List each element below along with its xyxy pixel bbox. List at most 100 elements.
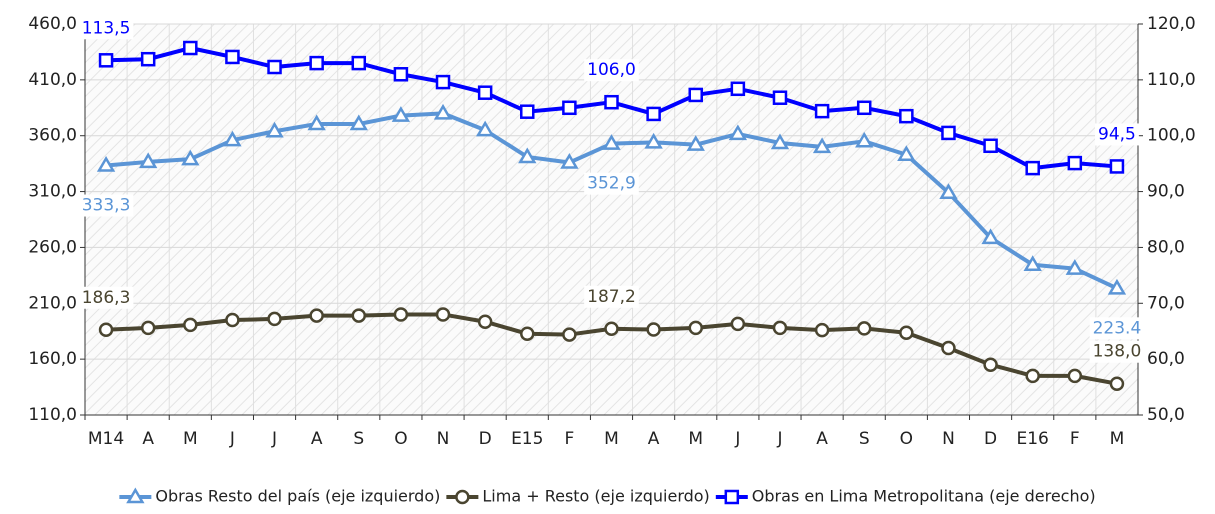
point-marker <box>1107 278 1127 295</box>
point-marker <box>983 357 998 372</box>
x-tick-label: A <box>142 429 154 449</box>
point-marker <box>686 135 705 151</box>
data-label: 187,2 <box>587 287 636 307</box>
x-tick-label: N <box>437 429 450 449</box>
x-tick-label: E16 <box>1017 429 1049 449</box>
legend-label: Obras en Lima Metropolitana (eje derecho… <box>752 487 1096 506</box>
x-tick-label: J <box>734 429 740 449</box>
point-marker <box>939 183 958 199</box>
data-label: 223.4 <box>1093 318 1142 338</box>
y-tick-label: 310,0 <box>28 182 77 202</box>
data-label-bg <box>1089 317 1145 340</box>
data-label-bg <box>1095 123 1139 146</box>
point-marker <box>139 152 158 169</box>
point-marker <box>1067 155 1083 171</box>
data-label-bg <box>78 17 134 40</box>
point-marker <box>433 103 453 120</box>
point-marker <box>475 120 495 137</box>
point-marker <box>728 124 748 141</box>
point-marker <box>181 149 200 166</box>
point-marker <box>1025 368 1040 384</box>
point-marker <box>349 114 368 131</box>
x-tick-label: F <box>564 429 574 449</box>
point-marker <box>518 147 537 164</box>
data-label-bg <box>584 59 639 82</box>
point-marker <box>1025 160 1040 176</box>
y2-tick-label: 50,0 <box>1147 405 1185 425</box>
x-tick-label: E15 <box>511 429 543 449</box>
x-tick-label: M <box>1110 429 1125 449</box>
point-marker <box>772 90 788 105</box>
x-tick-label: A <box>648 429 660 449</box>
point-marker <box>688 320 703 336</box>
point-marker <box>183 40 198 56</box>
legend-marker <box>724 489 740 505</box>
legend-label: Lima + Resto (eje izquierdo) <box>482 487 709 506</box>
x-tick-label: J <box>229 429 235 449</box>
y-tick-label: 110,0 <box>28 405 77 425</box>
legend-item: Lima + Resto (eje izquierdo) <box>446 487 710 506</box>
legend-item: Obras en Lima Metropolitana (eje derecho… <box>715 487 1096 506</box>
point-marker <box>477 314 493 329</box>
point-marker <box>1065 259 1084 275</box>
point-marker <box>1067 368 1083 384</box>
y2-tick-label: 100,0 <box>1147 126 1196 146</box>
data-label: 186,3 <box>82 288 131 308</box>
x-tick-label: F <box>1070 429 1080 449</box>
data-label-bg <box>584 172 639 195</box>
point-marker <box>98 322 114 338</box>
x-tick-label: A <box>816 429 828 449</box>
data-label-bg <box>78 286 134 309</box>
data-label-bg <box>584 285 639 308</box>
point-marker <box>899 325 914 341</box>
x-tick-label: J <box>776 429 782 449</box>
point-marker <box>856 321 872 336</box>
y2-tick-label: 120,0 <box>1147 14 1196 34</box>
point-marker <box>520 104 535 119</box>
point-marker <box>267 59 282 75</box>
point-marker <box>309 55 324 71</box>
y-tick-label: 260,0 <box>28 237 77 257</box>
y2-tick-label: 90,0 <box>1147 182 1185 202</box>
point-marker <box>225 312 240 328</box>
data-label: 94,5 <box>1098 124 1136 144</box>
x-tick-label: M <box>604 429 619 449</box>
point-marker <box>644 132 663 149</box>
x-tick-label: O <box>900 429 913 449</box>
point-marker <box>812 137 832 154</box>
point-marker <box>983 138 998 154</box>
data-label: 138,0 <box>1093 342 1142 362</box>
point-marker <box>435 307 451 322</box>
y2-tick-label: 60,0 <box>1147 349 1185 369</box>
point-marker <box>730 81 746 97</box>
x-tick-label: S <box>859 429 870 449</box>
point-marker <box>604 94 619 110</box>
data-label-bg <box>78 194 134 217</box>
x-tick-label: M <box>688 429 703 449</box>
point-marker <box>267 311 282 327</box>
data-label-bg <box>1089 340 1145 363</box>
x-tick-label: N <box>942 429 955 449</box>
y-tick-label: 210,0 <box>28 293 77 313</box>
y-tick-label: 360,0 <box>28 126 77 146</box>
x-tick-label: M <box>183 429 198 449</box>
data-label: 352,9 <box>587 174 636 194</box>
point-marker <box>309 308 324 323</box>
x-tick-label: D <box>984 429 997 449</box>
point-marker <box>941 340 956 356</box>
legend-marker <box>455 489 470 505</box>
point-marker <box>899 108 914 124</box>
y2-tick-label: 110,0 <box>1147 70 1196 90</box>
point-marker <box>140 320 156 336</box>
point-marker <box>393 67 409 82</box>
point-marker <box>393 307 409 322</box>
data-label: 106,0 <box>587 60 636 80</box>
point-marker <box>772 320 788 336</box>
x-tick-label: S <box>353 429 364 449</box>
point-marker <box>688 87 703 103</box>
point-marker <box>770 133 790 150</box>
point-marker <box>941 125 956 141</box>
plot-area <box>85 24 1138 415</box>
